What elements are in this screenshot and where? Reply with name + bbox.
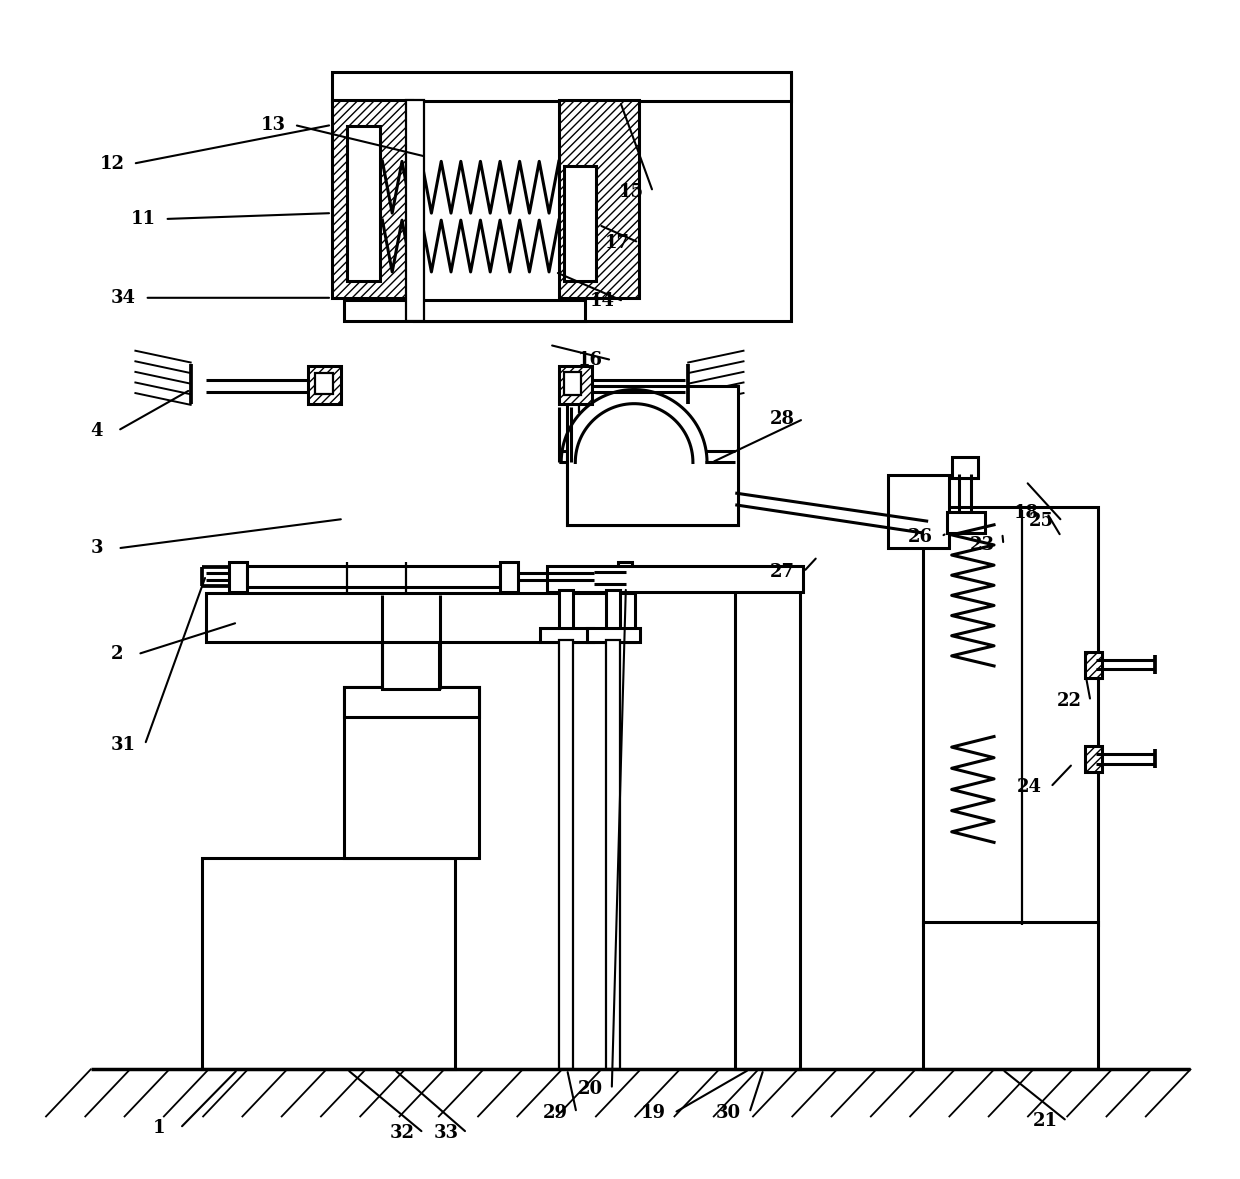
Bar: [1085, 746, 1102, 772]
Text: 3: 3: [91, 539, 103, 558]
Bar: [343, 301, 585, 322]
Bar: [247, 566, 500, 587]
Text: 22: 22: [1056, 692, 1081, 710]
Bar: [559, 365, 591, 403]
Bar: [414, 74, 791, 322]
Bar: [202, 857, 455, 1069]
Text: 12: 12: [99, 154, 124, 172]
Text: 28: 28: [770, 410, 795, 428]
Bar: [606, 640, 620, 1069]
Text: 32: 32: [389, 1124, 415, 1142]
Bar: [567, 386, 738, 525]
Text: 11: 11: [131, 210, 156, 228]
Bar: [587, 628, 640, 643]
Bar: [947, 512, 985, 533]
Text: 18: 18: [1013, 505, 1038, 522]
Bar: [382, 613, 439, 690]
Bar: [343, 687, 479, 717]
Bar: [563, 371, 582, 395]
Bar: [405, 100, 424, 322]
Text: 34: 34: [112, 289, 136, 307]
Text: 25: 25: [1028, 513, 1054, 531]
Text: 23: 23: [970, 535, 994, 554]
Bar: [563, 166, 596, 282]
Bar: [606, 590, 620, 634]
Bar: [618, 562, 631, 592]
Bar: [229, 562, 247, 592]
Text: 2: 2: [110, 645, 123, 664]
Text: 30: 30: [715, 1104, 740, 1122]
Bar: [206, 593, 635, 643]
Bar: [539, 628, 593, 643]
Text: 21: 21: [1033, 1112, 1058, 1131]
Text: 13: 13: [260, 116, 285, 134]
Text: 1: 1: [153, 1119, 165, 1138]
Bar: [500, 562, 517, 592]
Bar: [343, 687, 479, 857]
Text: 33: 33: [434, 1124, 459, 1142]
Bar: [559, 100, 639, 298]
Bar: [567, 448, 738, 525]
Text: 27: 27: [770, 562, 795, 581]
Bar: [309, 365, 341, 403]
Bar: [735, 581, 800, 1069]
Text: 19: 19: [640, 1104, 666, 1122]
Bar: [924, 507, 1097, 924]
Text: 14: 14: [590, 292, 615, 310]
Text: 29: 29: [543, 1104, 568, 1122]
Bar: [1085, 652, 1102, 678]
Bar: [315, 373, 334, 394]
Bar: [951, 456, 977, 477]
Text: 4: 4: [91, 422, 103, 440]
Text: 16: 16: [578, 351, 603, 369]
Bar: [332, 100, 412, 298]
Text: 15: 15: [619, 183, 645, 200]
Bar: [347, 126, 379, 282]
Text: 20: 20: [578, 1080, 603, 1099]
Bar: [924, 922, 1097, 1069]
Text: 24: 24: [1017, 778, 1042, 796]
Text: 17: 17: [605, 233, 630, 251]
Bar: [332, 72, 791, 101]
Bar: [559, 640, 573, 1069]
Bar: [559, 590, 573, 634]
Text: 31: 31: [112, 736, 136, 753]
Bar: [888, 475, 950, 548]
Text: 26: 26: [908, 527, 932, 546]
Bar: [547, 566, 804, 592]
